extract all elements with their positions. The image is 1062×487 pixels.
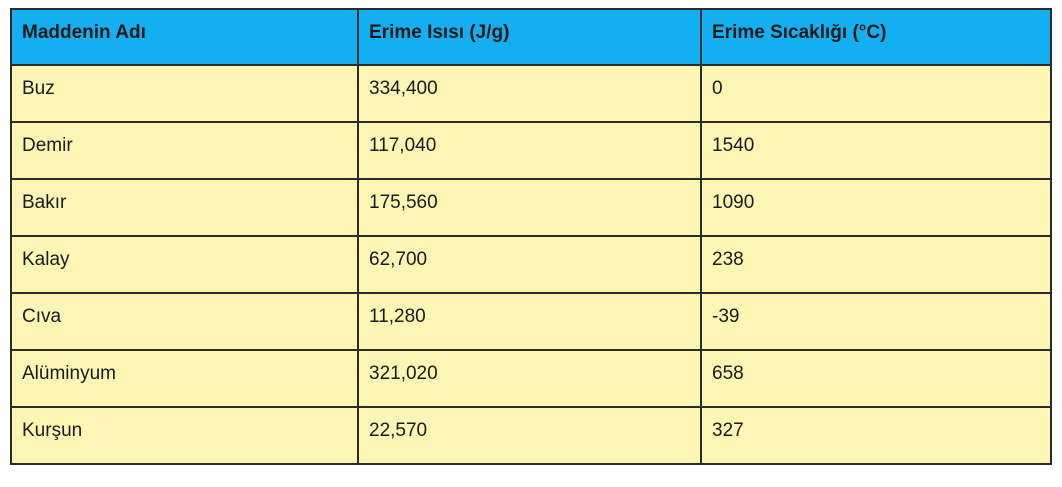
header-row: Maddenin Adı Erime Isısı (J/g) Erime Sıcak… xyxy=(10,8,1052,66)
table-cell: 334,400 xyxy=(357,64,702,123)
table-cell: 175,560 xyxy=(357,178,702,237)
table-cell: -39 xyxy=(700,292,1052,351)
table-container: Maddenin Adı Erime Isısı (J/g) Erime Sıcak… xyxy=(10,8,1052,465)
header-cell: Erime Isısı (J/g) xyxy=(357,8,702,66)
table-cell: Cıva xyxy=(10,292,359,351)
table-cell: 238 xyxy=(700,235,1052,294)
header-cell: Erime Sıcaklığı (°C) xyxy=(700,8,1052,66)
table-row: Alüminyum 321,020 658 xyxy=(10,349,1052,408)
table-cell: 327 xyxy=(700,406,1052,465)
table-cell: 1540 xyxy=(700,121,1052,180)
header-cell: Maddenin Adı xyxy=(10,8,359,66)
table-row: Cıva 11,280 -39 xyxy=(10,292,1052,351)
table-cell: Alüminyum xyxy=(10,349,359,408)
table-cell: 658 xyxy=(700,349,1052,408)
table-cell: 321,020 xyxy=(357,349,702,408)
table-cell: Kurşun xyxy=(10,406,359,465)
table-cell: 62,700 xyxy=(357,235,702,294)
table-cell: 117,040 xyxy=(357,121,702,180)
table-cell: 0 xyxy=(700,64,1052,123)
table-row: Kurşun 22,570 327 xyxy=(10,406,1052,465)
table-row: Demir 117,040 1540 xyxy=(10,121,1052,180)
table-body: Buz 334,400 0 Demir 117,040 1540 Bakır 175,560 1… xyxy=(10,64,1052,465)
data-table: Maddenin Adı Erime Isısı (J/g) Erime Sıcak… xyxy=(10,8,1052,465)
table-cell: 11,280 xyxy=(357,292,702,351)
table-cell: 22,570 xyxy=(357,406,702,465)
table-cell: Buz xyxy=(10,64,359,123)
table-row: Buz 334,400 0 xyxy=(10,64,1052,123)
table-cell: Demir xyxy=(10,121,359,180)
table-row: Kalay 62,700 238 xyxy=(10,235,1052,294)
table-row: Bakır 175,560 1090 xyxy=(10,178,1052,237)
table-cell: Bakır xyxy=(10,178,359,237)
table-cell: Kalay xyxy=(10,235,359,294)
table-cell: 1090 xyxy=(700,178,1052,237)
